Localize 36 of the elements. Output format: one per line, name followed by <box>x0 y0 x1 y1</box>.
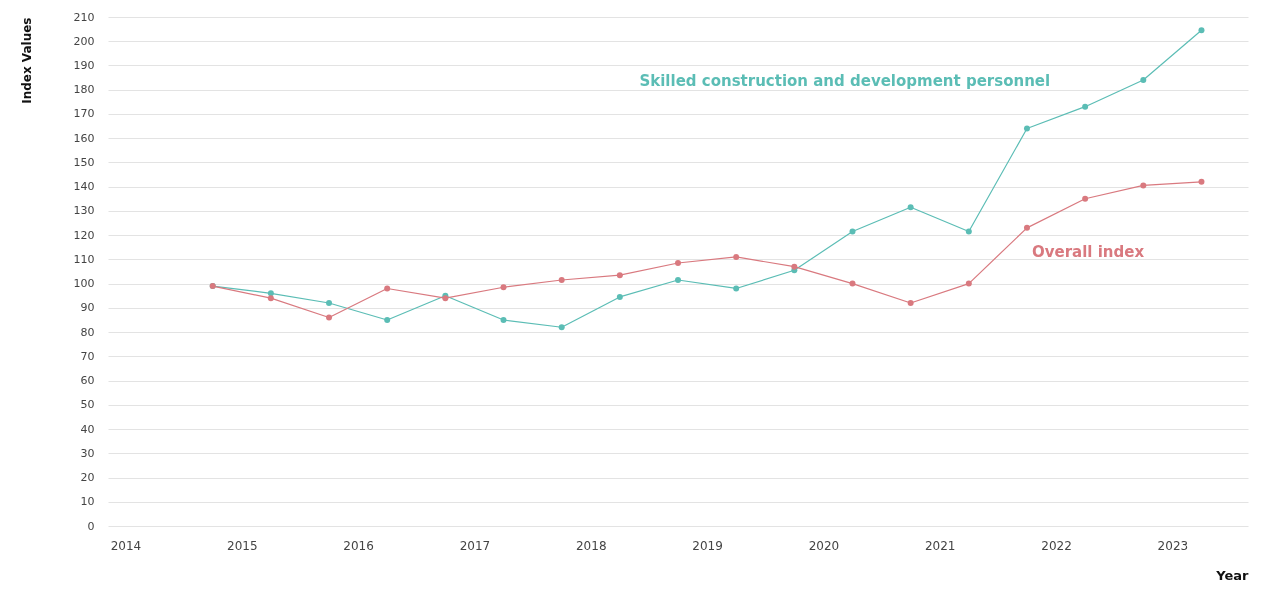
series-label: Skilled construction and development personnel <box>639 71 1051 90</box>
y-tick-label: 150 <box>73 155 95 169</box>
x-tick-label: 2017 <box>459 538 491 553</box>
y-tick-label: 90 <box>80 301 95 315</box>
y-tick-label: 100 <box>73 277 95 291</box>
y-tick-label: 30 <box>80 446 95 460</box>
x-tick-label: 2023 <box>1157 538 1189 553</box>
x-tick-label: 2015 <box>227 538 258 553</box>
x-tick-label: 2021 <box>924 538 956 553</box>
y-tick-label: 10 <box>80 495 95 509</box>
x-tick-label: 2016 <box>343 538 374 553</box>
y-tick-label: 70 <box>80 349 95 363</box>
y-tick-label: 0 <box>87 519 95 533</box>
y-axis-title: Index Values <box>19 17 34 104</box>
y-tick-label: 160 <box>73 131 95 145</box>
x-tick-label: 2018 <box>575 538 607 553</box>
y-tick-label: 140 <box>73 180 95 194</box>
y-tick-label: 80 <box>80 325 95 339</box>
y-tick-label: 120 <box>73 228 95 242</box>
y-tick-label: 40 <box>80 422 95 436</box>
y-tick-label: 20 <box>80 471 95 485</box>
y-tick-label: 60 <box>80 374 95 388</box>
x-tick-label: 2020 <box>808 538 840 553</box>
y-tick-label: 50 <box>80 398 95 412</box>
y-tick-label: 170 <box>73 107 95 121</box>
y-tick-label: 180 <box>73 83 95 97</box>
series-label: Overall index <box>1031 242 1145 261</box>
x-tick-label: 2022 <box>1041 538 1072 553</box>
y-tick-label: 200 <box>73 34 95 48</box>
x-axis-title: Year <box>1215 567 1250 583</box>
y-tick-label: 130 <box>73 204 95 218</box>
y-tick-label: 110 <box>73 252 95 266</box>
x-tick-label: 2019 <box>692 538 723 553</box>
y-tick-label: 190 <box>73 58 95 72</box>
y-tick-label: 210 <box>73 10 95 24</box>
x-tick-label: 2014 <box>110 538 142 553</box>
